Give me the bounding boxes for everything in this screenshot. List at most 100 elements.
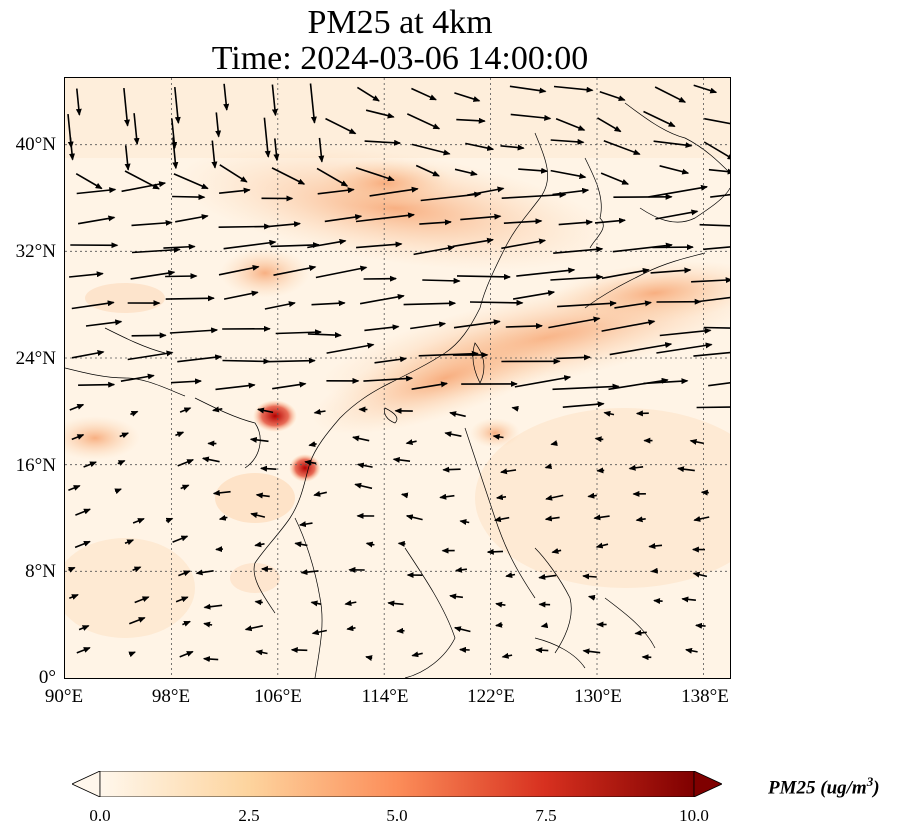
wind-arrow bbox=[212, 406, 223, 413]
wind-arrow bbox=[469, 299, 524, 306]
wind-arrow bbox=[400, 492, 409, 499]
wind-arrow bbox=[212, 489, 231, 496]
colorbar-gradient bbox=[99, 771, 695, 797]
wind-arrow bbox=[545, 494, 564, 501]
wind-arrow bbox=[178, 570, 191, 577]
wind-arrow bbox=[308, 441, 317, 448]
colorbar-label-sup: 3 bbox=[866, 774, 874, 789]
wind-arrow bbox=[509, 85, 547, 94]
chart-title: PM25 at 4km bbox=[307, 4, 493, 41]
wind-arrow bbox=[344, 600, 357, 606]
wind-arrow bbox=[179, 650, 194, 658]
wind-arrow bbox=[203, 603, 223, 610]
wind-arrow bbox=[699, 223, 730, 227]
map-panel bbox=[64, 77, 731, 679]
wind-arrow bbox=[169, 327, 219, 334]
wind-arrow bbox=[218, 514, 228, 521]
ytick-label: 40°N bbox=[15, 134, 56, 155]
wind-arrow bbox=[703, 326, 730, 329]
wind-arrow bbox=[551, 548, 562, 554]
pm25-map bbox=[65, 78, 730, 678]
wind-arrow bbox=[121, 181, 167, 193]
wind-arrow bbox=[124, 539, 135, 546]
wind-arrow bbox=[486, 548, 504, 555]
wind-arrow bbox=[170, 378, 202, 385]
wind-arrow bbox=[442, 466, 461, 473]
wind-arrow bbox=[512, 290, 556, 300]
wind-arrow bbox=[76, 187, 117, 195]
wind-arrow bbox=[75, 88, 82, 116]
wind-arrow bbox=[127, 350, 174, 361]
wind-arrow bbox=[255, 492, 270, 499]
colorbar-extend-max bbox=[693, 771, 722, 797]
xtick-label: 138°E bbox=[681, 686, 729, 707]
wind-arrow bbox=[594, 217, 626, 224]
wind-arrow bbox=[677, 466, 695, 473]
wind-arrow bbox=[219, 187, 251, 194]
wind-arrow bbox=[326, 342, 375, 354]
wind-arrow bbox=[307, 238, 347, 249]
wind-arrow bbox=[692, 571, 708, 578]
wind-arrow bbox=[550, 169, 587, 180]
wind-arrow bbox=[309, 83, 317, 124]
wind-arrow bbox=[311, 629, 327, 636]
xtick-label: 90°E bbox=[44, 686, 84, 707]
wind-arrow bbox=[132, 517, 145, 524]
wind-arrow bbox=[352, 435, 370, 442]
wind-arrow bbox=[356, 86, 380, 102]
wind-arrow bbox=[397, 540, 406, 547]
xtick-label: 114°E bbox=[361, 686, 409, 707]
wind-arrow bbox=[267, 221, 301, 228]
wind-arrow bbox=[650, 567, 658, 574]
wind-arrow bbox=[263, 117, 271, 158]
wind-arrow bbox=[365, 541, 375, 548]
wind-arrow bbox=[315, 265, 368, 279]
wind-arrow bbox=[495, 601, 506, 608]
wind-arrow bbox=[501, 238, 547, 250]
wind-arrow bbox=[556, 354, 591, 361]
wind-arrow bbox=[453, 319, 501, 329]
wind-arrow bbox=[608, 377, 669, 391]
wind-arrow bbox=[69, 271, 104, 278]
wind-arrow bbox=[273, 138, 280, 162]
wind-arrow bbox=[250, 512, 266, 519]
wind-arrow bbox=[696, 406, 730, 409]
wind-arrow bbox=[218, 223, 272, 230]
wind-arrow bbox=[203, 621, 213, 628]
wind-arrow bbox=[562, 401, 605, 408]
wind-arrow bbox=[78, 381, 116, 388]
wind-arrow bbox=[120, 373, 155, 382]
wind-arrow bbox=[708, 382, 730, 387]
wind-arrow bbox=[182, 620, 191, 627]
wind-arrow bbox=[273, 265, 317, 276]
wind-arrow bbox=[452, 237, 494, 248]
wind-arrow bbox=[171, 118, 178, 150]
wind-arrow bbox=[643, 110, 676, 128]
wind-arrow bbox=[518, 167, 549, 174]
chart-subtitle-time: Time: 2024-03-06 14:00:00 bbox=[211, 40, 589, 77]
wind-arrow bbox=[544, 515, 560, 522]
wind-arrow bbox=[628, 464, 644, 471]
wind-arrow bbox=[355, 212, 415, 223]
wind-arrow bbox=[270, 242, 320, 248]
wind-arrow bbox=[557, 300, 617, 308]
wind-arrow bbox=[172, 137, 179, 170]
wind-arrow bbox=[211, 140, 218, 169]
wind-arrow bbox=[396, 627, 405, 634]
wind-arrow bbox=[180, 484, 190, 491]
wind-arrow bbox=[307, 332, 342, 339]
wind-arrow bbox=[648, 184, 708, 198]
wind-arrow bbox=[130, 410, 139, 417]
coastlines bbox=[65, 102, 730, 678]
wind-arrow bbox=[454, 92, 481, 102]
wind-arrow bbox=[128, 651, 136, 658]
wind-arrow bbox=[693, 84, 718, 94]
wind-arrow bbox=[215, 112, 222, 138]
wind-arrow bbox=[69, 403, 85, 411]
wind-arrow bbox=[495, 621, 503, 628]
wind-arrow bbox=[355, 166, 395, 182]
wind-arrow bbox=[695, 622, 706, 629]
wind-arrow bbox=[603, 410, 615, 417]
wind-vectors bbox=[67, 83, 730, 663]
wind-arrow bbox=[548, 316, 601, 329]
